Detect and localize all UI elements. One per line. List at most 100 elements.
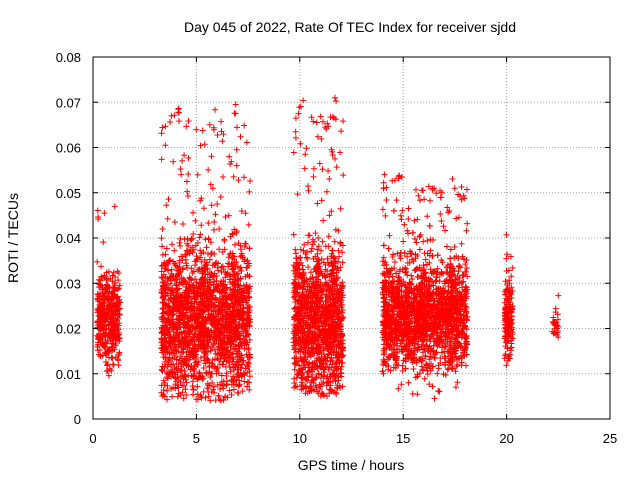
data-point bbox=[209, 314, 216, 321]
data-point bbox=[294, 191, 301, 198]
data-point bbox=[94, 339, 101, 346]
data-point bbox=[405, 205, 412, 212]
data-point bbox=[95, 213, 102, 220]
data-point bbox=[206, 284, 213, 291]
data-point bbox=[159, 275, 166, 282]
data-point bbox=[206, 121, 213, 128]
data-point bbox=[167, 257, 174, 264]
data-point bbox=[176, 239, 183, 246]
data-point bbox=[187, 324, 194, 331]
data-point bbox=[241, 243, 248, 250]
data-point bbox=[212, 211, 219, 218]
data-point bbox=[159, 251, 166, 258]
data-point bbox=[94, 207, 101, 214]
data-point bbox=[292, 134, 299, 141]
data-point bbox=[340, 118, 347, 125]
data-point bbox=[221, 354, 228, 361]
data-point bbox=[210, 126, 217, 133]
data-point bbox=[297, 246, 304, 253]
data-point bbox=[96, 290, 103, 297]
data-point bbox=[109, 331, 116, 338]
data-point bbox=[102, 332, 109, 339]
data-point bbox=[112, 273, 119, 280]
data-point bbox=[95, 298, 102, 305]
data-point bbox=[111, 284, 118, 291]
data-point bbox=[108, 344, 115, 351]
data-point bbox=[400, 238, 407, 245]
data-point bbox=[218, 345, 225, 352]
data-point bbox=[459, 278, 466, 285]
data-point bbox=[115, 306, 122, 313]
data-point bbox=[194, 391, 201, 398]
data-point bbox=[109, 315, 116, 322]
data-point bbox=[114, 333, 121, 340]
data-point bbox=[116, 299, 123, 306]
data-point bbox=[305, 264, 312, 271]
data-point bbox=[109, 324, 116, 331]
data-point bbox=[116, 311, 123, 318]
data-point bbox=[305, 232, 312, 239]
data-point bbox=[211, 363, 218, 370]
data-point bbox=[233, 228, 240, 235]
data-point bbox=[416, 246, 423, 253]
data-point bbox=[293, 250, 300, 257]
data-point bbox=[177, 166, 184, 173]
data-point bbox=[237, 133, 244, 140]
data-point bbox=[171, 112, 178, 119]
data-point bbox=[333, 98, 340, 105]
data-point bbox=[380, 254, 387, 261]
data-point bbox=[235, 177, 242, 184]
data-point bbox=[203, 244, 210, 251]
data-point bbox=[115, 285, 122, 292]
data-point bbox=[185, 171, 192, 178]
data-point bbox=[211, 219, 218, 226]
data-point bbox=[110, 269, 117, 276]
data-point bbox=[292, 115, 299, 122]
data-point bbox=[110, 291, 117, 298]
data-point bbox=[225, 254, 232, 261]
data-point bbox=[206, 269, 213, 276]
data-point bbox=[234, 124, 241, 131]
data-point bbox=[192, 276, 199, 283]
data-point bbox=[244, 383, 251, 390]
data-point bbox=[101, 344, 108, 351]
data-point bbox=[109, 347, 116, 354]
data-point bbox=[408, 272, 415, 279]
data-point bbox=[111, 321, 118, 328]
data-point bbox=[297, 254, 304, 261]
data-point bbox=[107, 338, 114, 345]
data-point bbox=[221, 236, 228, 243]
data-point bbox=[196, 369, 203, 376]
data-point bbox=[106, 333, 113, 340]
data-point bbox=[164, 215, 171, 222]
data-point bbox=[454, 379, 461, 386]
data-point bbox=[113, 295, 120, 302]
data-point bbox=[200, 205, 207, 212]
data-point bbox=[99, 289, 106, 296]
data-point bbox=[230, 386, 237, 393]
data-point bbox=[94, 319, 101, 326]
data-point bbox=[178, 171, 185, 178]
data-point bbox=[292, 246, 299, 253]
data-point bbox=[246, 373, 253, 380]
data-point bbox=[168, 112, 175, 119]
data-point bbox=[217, 194, 224, 201]
data-point bbox=[227, 343, 234, 350]
data-point bbox=[208, 344, 215, 351]
data-point bbox=[161, 364, 168, 371]
data-point bbox=[247, 177, 254, 184]
data-point bbox=[312, 230, 319, 237]
data-point bbox=[445, 209, 452, 216]
data-point bbox=[190, 386, 197, 393]
data-point bbox=[103, 326, 110, 333]
data-point bbox=[320, 217, 327, 224]
data-point bbox=[297, 140, 304, 147]
data-point bbox=[188, 236, 195, 243]
data-point bbox=[307, 269, 314, 276]
data-point bbox=[175, 105, 182, 112]
data-point bbox=[115, 326, 122, 333]
data-point bbox=[162, 123, 169, 130]
data-point bbox=[112, 310, 119, 317]
data-point bbox=[303, 145, 310, 152]
data-point bbox=[383, 184, 390, 191]
